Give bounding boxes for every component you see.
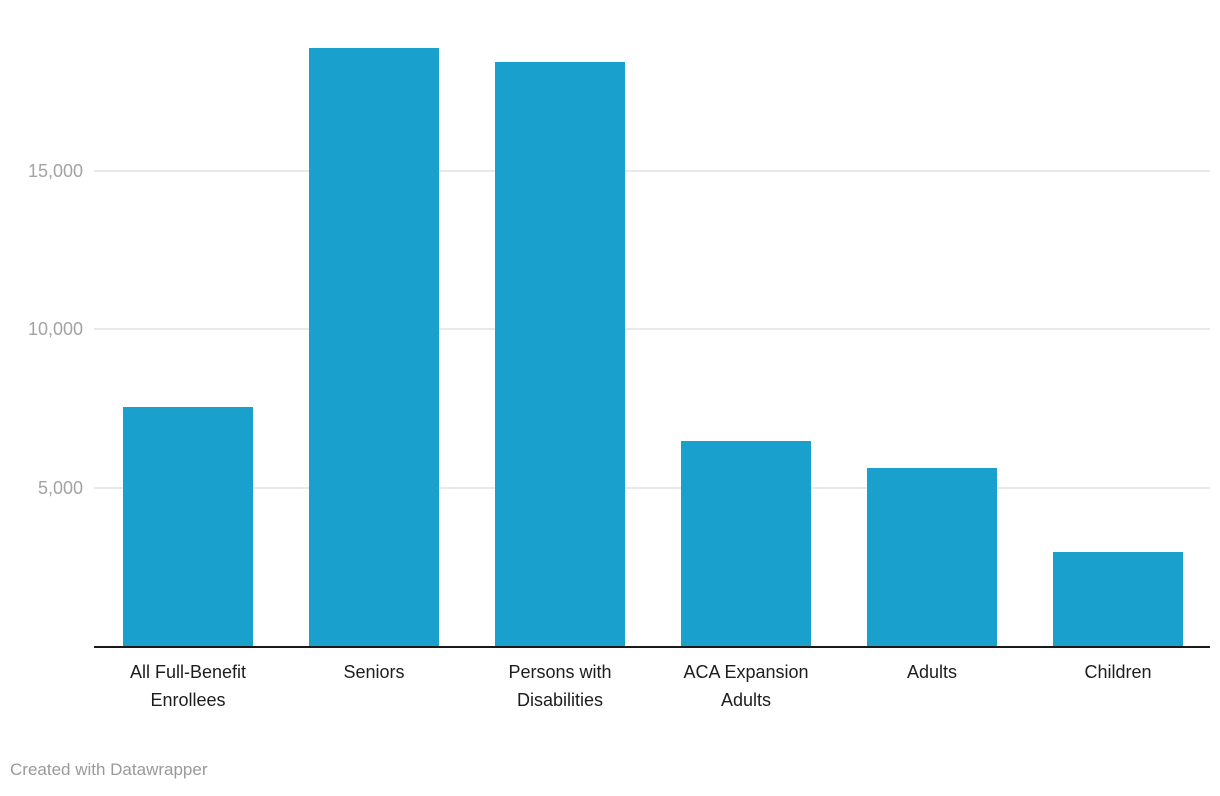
gridline [94, 170, 1210, 173]
x-category-label: Adults [906, 662, 958, 682]
bar [1053, 551, 1183, 646]
x-category-label: Seniors [343, 662, 405, 682]
x-category-label: Children [1084, 662, 1152, 682]
bar [495, 61, 625, 646]
bar [867, 468, 997, 646]
x-category-label: All Full-Benefit Enrollees [129, 662, 247, 710]
y-axis-tick-label: 10,000 [27, 319, 83, 340]
x-category-label: ACA Expansion Adults [683, 662, 809, 710]
gridline [94, 486, 1210, 489]
x-axis-line [94, 646, 1210, 648]
y-axis-tick-label: 5,000 [37, 477, 83, 498]
x-category-label: Persons with Disabilities [508, 662, 612, 710]
datawrapper-attribution-link[interactable]: Created with Datawrapper [10, 760, 208, 779]
bar [309, 47, 439, 646]
y-axis-tick-label: 15,000 [27, 161, 83, 182]
bar [681, 440, 811, 646]
bar [123, 406, 253, 646]
gridline [94, 328, 1210, 331]
